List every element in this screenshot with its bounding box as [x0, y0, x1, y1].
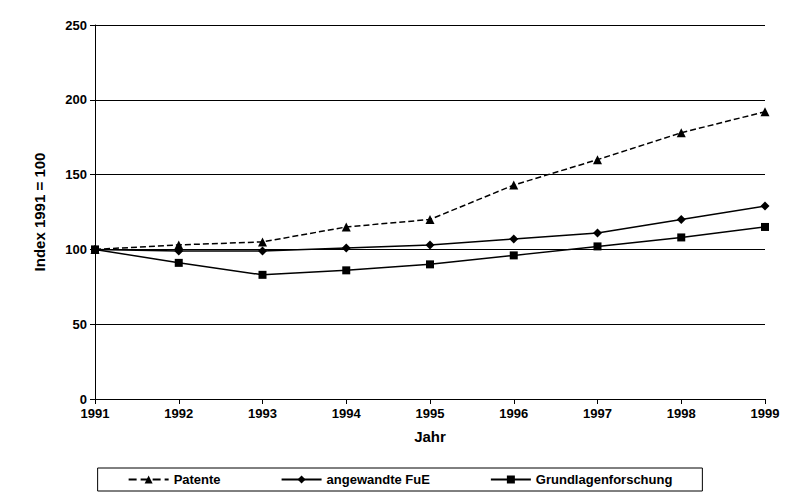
svg-text:50: 50	[73, 317, 87, 332]
svg-text:150: 150	[65, 167, 87, 182]
svg-text:angewandte FuE: angewandte FuE	[327, 472, 431, 487]
svg-text:1998: 1998	[667, 406, 696, 421]
svg-text:Index 1991 = 100: Index 1991 = 100	[31, 153, 48, 272]
svg-text:250: 250	[65, 18, 87, 33]
svg-text:1997: 1997	[583, 406, 612, 421]
svg-text:1993: 1993	[248, 406, 277, 421]
svg-text:Patente: Patente	[174, 472, 221, 487]
svg-text:0: 0	[80, 392, 87, 407]
svg-text:1994: 1994	[332, 406, 362, 421]
svg-text:Jahr: Jahr	[414, 428, 446, 445]
svg-text:200: 200	[65, 92, 87, 107]
svg-text:Grundlagenforschung: Grundlagenforschung	[536, 472, 673, 487]
svg-text:1996: 1996	[499, 406, 528, 421]
svg-text:100: 100	[65, 242, 87, 257]
svg-text:1992: 1992	[164, 406, 193, 421]
svg-text:1999: 1999	[751, 406, 780, 421]
svg-text:1991: 1991	[81, 406, 110, 421]
svg-text:1995: 1995	[416, 406, 445, 421]
